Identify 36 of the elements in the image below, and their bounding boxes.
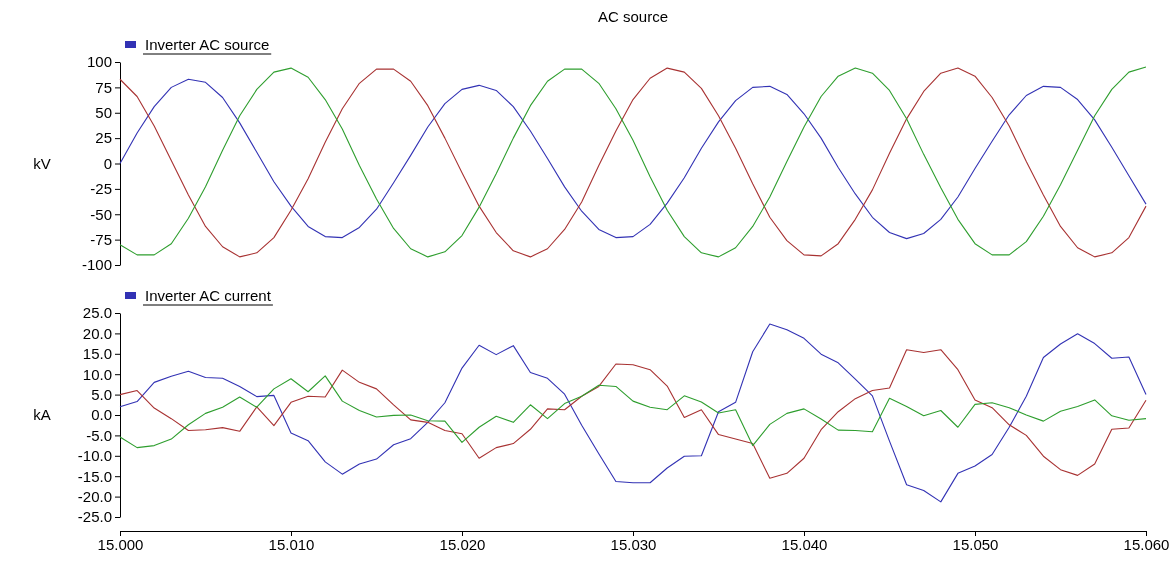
y-tick-label: 5.0 — [91, 385, 112, 403]
line-series — [119, 375, 1147, 449]
x-tick-label: 15.050 — [952, 535, 999, 553]
y-tick-label: -25 — [90, 180, 112, 198]
x-tick-label: 15.000 — [97, 535, 144, 553]
y-tick-label: -20.0 — [77, 487, 112, 505]
y-tick-label: 100 — [86, 53, 112, 71]
y-tick-label: 25.0 — [82, 304, 112, 322]
y-tick-label: 50 — [95, 104, 112, 122]
x-tick-label: 15.040 — [781, 535, 828, 553]
y-tick-label: -100 — [81, 256, 112, 274]
y-axis-title: kA — [33, 406, 51, 423]
line-series — [119, 349, 1147, 479]
y-tick-label: 10.0 — [82, 365, 112, 383]
legend-label: Inverter AC source — [145, 36, 270, 53]
y-tick-label: 0 — [103, 154, 112, 172]
y-tick-label: -5.0 — [86, 426, 112, 444]
x-tick-label: 15.060 — [1123, 535, 1170, 553]
y-tick-label: 25 — [95, 129, 112, 147]
x-tick-label: 15.020 — [439, 535, 486, 553]
x-tick-label: 15.030 — [610, 535, 657, 553]
y-axis-title: kV — [33, 154, 51, 172]
y-tick-label: 20.0 — [82, 324, 112, 342]
y-tick-label: -50 — [90, 205, 112, 223]
line-series — [119, 78, 1147, 240]
y-tick-label: 0.0 — [91, 406, 112, 424]
y-tick-label: -25.0 — [77, 508, 112, 526]
y-tick-label: -10.0 — [77, 447, 112, 465]
chart-title: AC source — [597, 8, 669, 25]
y-tick-label: 75 — [95, 78, 112, 96]
x-tick-label: 15.010 — [268, 535, 315, 553]
y-tick-label: 15.0 — [82, 345, 112, 363]
line-series — [119, 323, 1147, 503]
y-tick-label: -15.0 — [77, 467, 112, 485]
y-tick-label: -75 — [90, 230, 112, 248]
legend-label: Inverter AC current — [145, 287, 272, 304]
